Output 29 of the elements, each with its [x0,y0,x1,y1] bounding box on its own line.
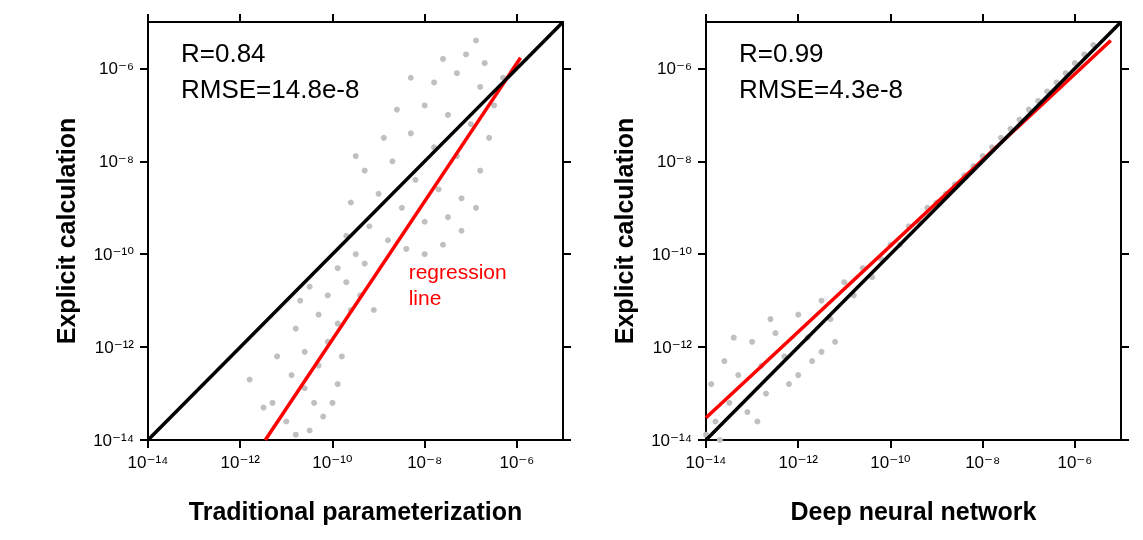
y-tick-label: 10⁻¹⁴ [651,430,692,450]
x-tick-label: 10⁻¹² [220,453,261,472]
annotation: R=0.84 [181,38,266,68]
x-tick-label: 10⁻⁸ [407,453,443,472]
y-tick-label: 10⁻⁸ [656,151,692,171]
x-axis-title: Deep neural network [790,496,1037,525]
y-tick-label: 10⁻¹⁴ [93,430,134,450]
annotation: regression line [408,259,513,309]
x-tick-label: 10⁻¹⁰ [312,453,353,472]
y-axis-title: Explicit calculation [51,117,80,345]
x-tick-label: 10⁻⁶ [499,453,535,472]
x-tick-label: 10⁻¹² [778,453,819,472]
y-axis-title: Explicit calculation [609,117,638,345]
y-tick-label: 10⁻¹⁰ [93,244,135,264]
y-tick-label: 10⁻⁶ [657,58,692,78]
annotation: RMSE=4.3e-8 [739,74,904,104]
x-tick-label: 10⁻¹⁰ [870,453,911,472]
x-tick-label: 10⁻¹⁴ [127,453,169,472]
y-tick-label: 10⁻⁸ [98,151,134,171]
y-tick-label: 10⁻¹² [652,337,693,357]
x-tick-label: 10⁻⁶ [1057,453,1093,472]
x-axis-title: Traditional parameterization [188,496,523,525]
annotation: R=0.99 [739,38,824,68]
annotation: RMSE=14.8e-8 [181,74,360,104]
y-tick-label: 10⁻¹² [94,337,135,357]
y-tick-label: 10⁻⁶ [99,58,134,78]
x-tick-label: 10⁻⁸ [965,453,1001,472]
y-tick-label: 10⁻¹⁰ [651,244,693,264]
x-tick-label: 10⁻¹⁴ [685,453,727,472]
